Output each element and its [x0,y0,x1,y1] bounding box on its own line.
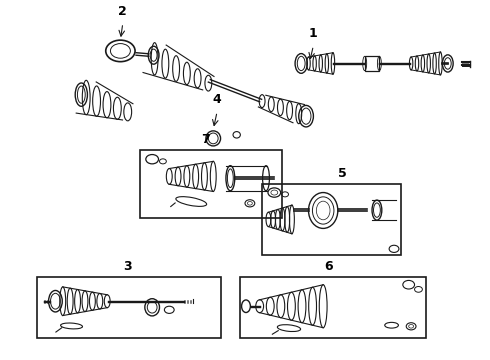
Text: 7: 7 [201,133,210,146]
Text: 2: 2 [119,5,127,18]
Bar [140,149,282,218]
Text: 1: 1 [309,27,318,40]
Bar [240,277,426,338]
Text: 6: 6 [324,260,332,273]
Bar [262,184,401,255]
Bar [37,277,220,338]
Bar [365,56,379,71]
Text: 3: 3 [123,260,132,273]
Text: 5: 5 [339,167,347,180]
Text: 4: 4 [213,93,221,106]
